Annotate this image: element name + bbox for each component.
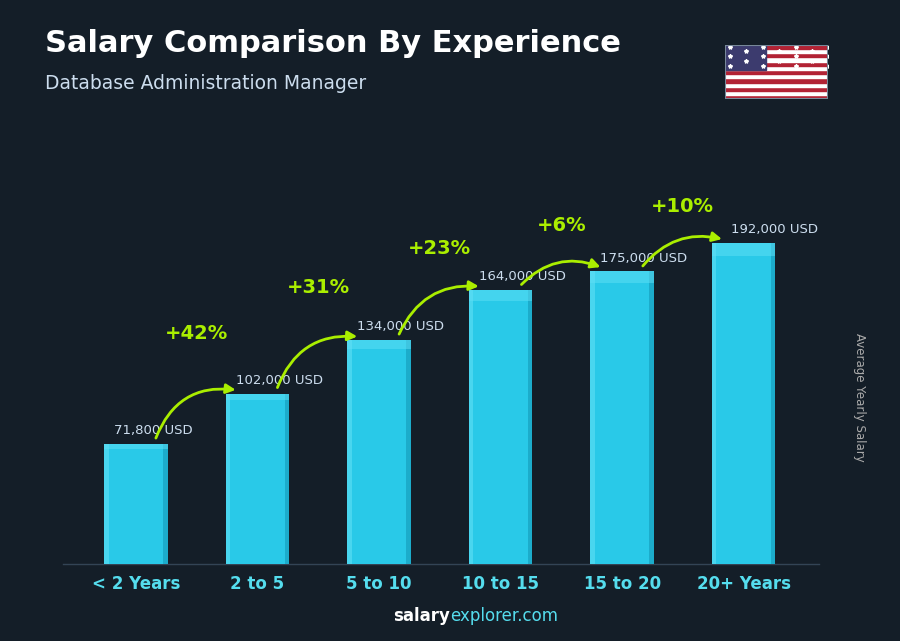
Text: 102,000 USD: 102,000 USD xyxy=(236,374,322,387)
Bar xyxy=(284,394,289,564)
Bar xyxy=(724,45,828,49)
Bar xyxy=(724,62,828,66)
Text: Average Yearly Salary: Average Yearly Salary xyxy=(853,333,866,462)
Bar xyxy=(590,271,653,564)
Bar xyxy=(724,78,828,83)
Bar xyxy=(104,444,167,564)
Text: +10%: +10% xyxy=(652,197,715,216)
Bar xyxy=(724,66,828,70)
Bar xyxy=(724,58,828,62)
Text: salary: salary xyxy=(393,607,450,625)
Bar xyxy=(469,290,532,564)
Bar xyxy=(724,91,828,95)
Bar xyxy=(226,394,289,401)
Bar xyxy=(163,444,167,564)
Text: +42%: +42% xyxy=(165,324,229,343)
Bar xyxy=(347,340,352,564)
Text: Database Administration Manager: Database Administration Manager xyxy=(45,74,366,93)
Bar xyxy=(226,394,289,564)
Text: 134,000 USD: 134,000 USD xyxy=(357,320,444,333)
Text: +31%: +31% xyxy=(287,278,350,297)
Bar xyxy=(724,87,828,91)
Text: explorer.com: explorer.com xyxy=(450,607,558,625)
Bar xyxy=(469,290,532,301)
Text: Salary Comparison By Experience: Salary Comparison By Experience xyxy=(45,29,621,58)
Bar xyxy=(724,49,828,53)
Bar xyxy=(724,70,828,74)
Bar xyxy=(347,340,410,564)
Text: 192,000 USD: 192,000 USD xyxy=(732,223,818,237)
Bar xyxy=(590,271,595,564)
Bar xyxy=(104,444,109,564)
Bar xyxy=(649,271,653,564)
Bar xyxy=(469,290,473,564)
Text: +23%: +23% xyxy=(409,239,472,258)
Bar xyxy=(104,444,167,449)
Text: +6%: +6% xyxy=(536,216,586,235)
Bar xyxy=(347,340,410,349)
Bar xyxy=(527,290,532,564)
Bar xyxy=(226,394,230,564)
Text: 175,000 USD: 175,000 USD xyxy=(600,252,688,265)
Bar xyxy=(724,83,828,87)
Bar xyxy=(590,271,653,283)
Text: 71,800 USD: 71,800 USD xyxy=(114,424,193,437)
Bar xyxy=(712,243,775,564)
Bar xyxy=(724,95,828,99)
Bar xyxy=(406,340,410,564)
Bar xyxy=(712,243,716,564)
Bar xyxy=(770,243,775,564)
Bar xyxy=(724,53,828,58)
Text: 164,000 USD: 164,000 USD xyxy=(479,270,565,283)
Bar xyxy=(724,74,828,78)
Bar xyxy=(724,45,766,70)
Bar xyxy=(712,243,775,256)
